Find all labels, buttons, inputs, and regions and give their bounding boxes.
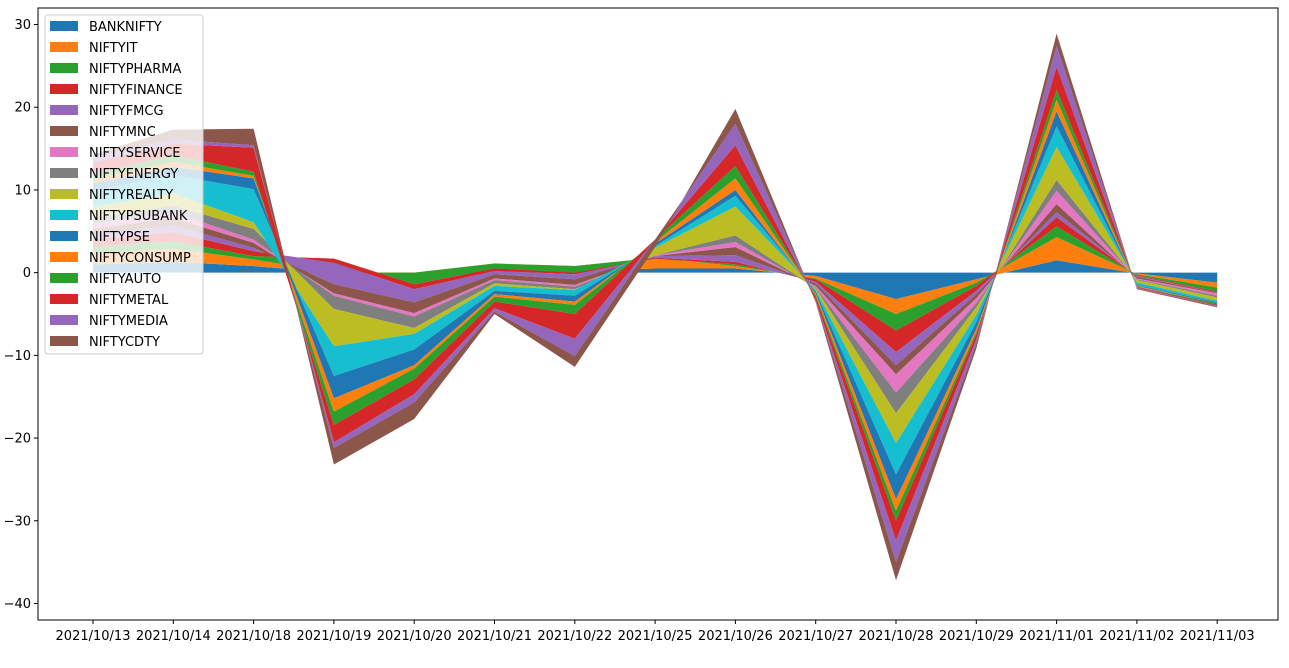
x-tick-label: 2021/10/21: [457, 629, 532, 644]
legend-label-niftyenergy: NIFTYENERGY: [89, 167, 178, 182]
legend-swatch-niftypsubank: [50, 210, 78, 220]
legend-swatch-niftymnc: [50, 126, 78, 136]
x-tick-label: 2021/11/03: [1180, 629, 1255, 644]
x-tick-label: 2021/10/18: [216, 629, 291, 644]
area-niftyrealty: [93, 146, 1218, 444]
legend-swatch-niftyauto: [50, 273, 78, 283]
legend-swatch-niftyservice: [50, 147, 78, 157]
chart-areas: [93, 33, 1218, 581]
legend-swatch-niftyenergy: [50, 168, 78, 178]
x-tick-label: 2021/10/26: [698, 629, 773, 644]
area-niftyfmcg: [93, 212, 1218, 366]
legend-swatch-niftyit: [50, 42, 78, 52]
legend-label-niftycdty: NIFTYCDTY: [89, 335, 160, 350]
legend-label-niftyservice: NIFTYSERVICE: [89, 146, 181, 161]
area-banknifty: [93, 260, 1218, 300]
y-tick-label: −30: [4, 514, 31, 529]
plot-frame: [37, 7, 1279, 621]
legend-label-niftypse: NIFTYPSE: [89, 230, 150, 245]
x-tick-label: 2021/10/13: [56, 629, 131, 644]
legend-label-banknifty: BANKNIFTY: [89, 20, 162, 35]
area-niftyfinance: [93, 217, 1218, 353]
legend-swatch-niftyconsump: [50, 252, 78, 262]
area-niftyservice: [93, 190, 1218, 393]
x-tick-label: 2021/10/22: [537, 629, 612, 644]
area-niftypsubank: [93, 126, 1218, 475]
y-tick-label: 30: [14, 18, 31, 33]
x-tick-label: 2021/10/28: [859, 629, 934, 644]
x-tick-label: 2021/10/29: [939, 629, 1014, 644]
x-tick-label: 2021/10/20: [377, 629, 452, 644]
legend-box: [44, 14, 204, 355]
legend-swatch-niftymetal: [50, 294, 78, 304]
y-tick-label: 20: [14, 101, 31, 116]
area-niftyit: [93, 237, 1218, 314]
area-niftyenergy: [93, 180, 1218, 414]
y-tick-label: −40: [4, 597, 31, 612]
y-tick-label: 0: [23, 266, 31, 281]
y-tick-label: 10: [14, 183, 31, 198]
y-axis: −40 −30 −20 −10 0 10 20 30: [4, 18, 38, 612]
area-niftypharma: [93, 226, 1218, 331]
x-tick-label: 2021/11/02: [1099, 629, 1174, 644]
y-tick-label: −20: [4, 432, 31, 447]
x-axis: 2021/10/13 2021/10/14 2021/10/18 2021/10/19…: [56, 620, 1255, 644]
x-tick-label: 2021/10/14: [136, 629, 211, 644]
legend-swatch-banknifty: [50, 21, 78, 31]
legend-label-niftymedia: NIFTYMEDIA: [89, 314, 168, 329]
legend-label-niftypsubank: NIFTYPSUBANK: [89, 209, 188, 224]
x-tick-label: 2021/10/25: [618, 629, 693, 644]
legend-label-niftyauto: NIFTYAUTO: [89, 272, 161, 287]
x-tick-label: 2021/10/19: [296, 629, 371, 644]
legend-label-niftyfmcg: NIFTYFMCG: [89, 104, 164, 119]
legend-swatch-niftyfmcg: [50, 105, 78, 115]
legend-label-niftyit: NIFTYIT: [89, 41, 138, 56]
legend-label-niftypharma: NIFTYPHARMA: [89, 62, 181, 77]
legend-label-niftyconsump: NIFTYCONSUMP: [89, 251, 191, 266]
x-tick-label: 2021/11/01: [1019, 629, 1094, 644]
legend-label-niftyfinance: NIFTYFINANCE: [89, 83, 183, 98]
legend-label-niftyrealty: NIFTYREALTY: [89, 188, 173, 203]
legend: BANKNIFTY NIFTYIT NIFTYPHARMA NIFTYFINANCE N…: [44, 14, 204, 355]
legend-swatch-niftypse: [50, 231, 78, 241]
legend-swatch-niftyfinance: [50, 84, 78, 94]
legend-swatch-niftymedia: [50, 315, 78, 325]
legend-label-niftymetal: NIFTYMETAL: [89, 293, 169, 308]
legend-swatch-niftyrealty: [50, 189, 78, 199]
area-niftypse: [93, 111, 1218, 500]
y-tick-label: −10: [4, 349, 31, 364]
legend-swatch-niftypharma: [50, 63, 78, 73]
area-niftymnc: [93, 204, 1218, 375]
legend-swatch-niftycdty: [50, 336, 78, 346]
legend-label-niftymnc: NIFTYMNC: [89, 125, 156, 140]
x-tick-label: 2021/10/27: [778, 629, 853, 644]
